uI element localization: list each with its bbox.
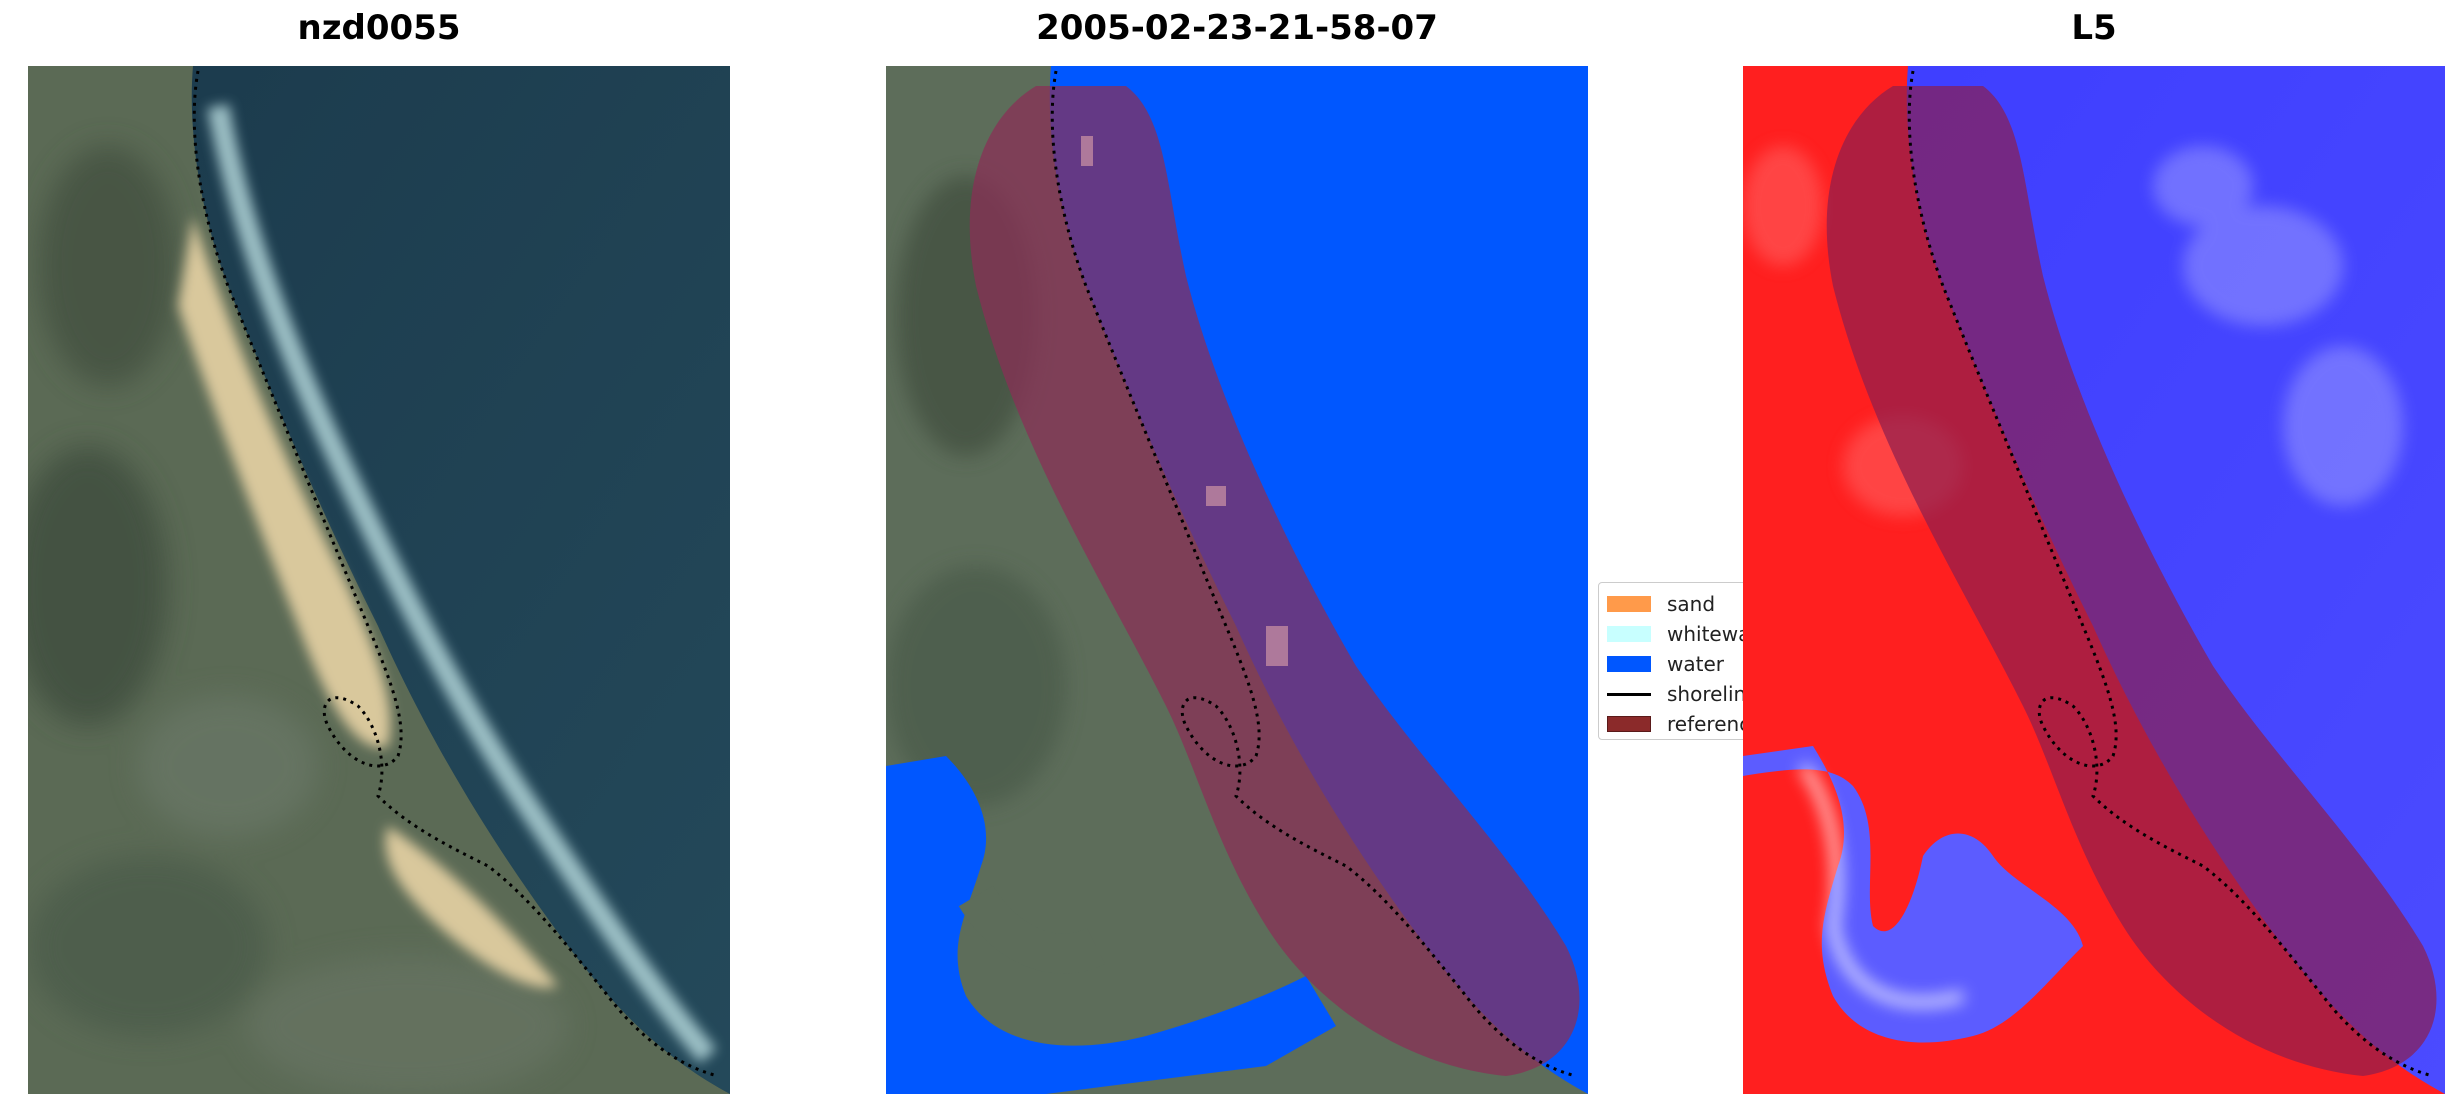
satellite-image-panel xyxy=(28,66,730,1094)
satellite-image xyxy=(28,66,730,1094)
water-swatch xyxy=(1607,656,1651,672)
probability-map xyxy=(1743,66,2445,1094)
legend-item-whitewater: whitewater xyxy=(1607,619,1757,649)
legend: sand whitewater water shoreline referenc… xyxy=(1598,582,1758,740)
reference-swatch xyxy=(1607,716,1651,732)
legend-label: shoreline xyxy=(1667,682,1758,706)
shoreline-swatch xyxy=(1607,692,1651,696)
whitewater-swatch xyxy=(1607,626,1651,642)
shoreline-path xyxy=(192,70,719,1078)
panel-title-3: L5 xyxy=(2071,8,2117,48)
shoreline-path xyxy=(1907,70,2434,1078)
legend-item-shoreline: shoreline xyxy=(1607,679,1757,709)
panel-title-1: nzd0055 xyxy=(297,8,461,48)
legend-item-sand: sand xyxy=(1607,589,1757,619)
classification-panel xyxy=(886,66,1588,1094)
legend-item-reference: reference xyxy=(1607,709,1757,739)
legend-label: sand xyxy=(1667,592,1716,616)
shoreline-path xyxy=(1050,70,1577,1078)
legend-label: water xyxy=(1667,652,1724,676)
classification-map xyxy=(886,66,1588,1094)
legend-label: whitewater xyxy=(1667,622,1757,646)
legend-item-water: water xyxy=(1607,649,1757,679)
sand-swatch xyxy=(1607,596,1651,612)
legend-label: reference xyxy=(1667,712,1758,736)
panel-title-2: 2005-02-23-21-58-07 xyxy=(1036,8,1438,48)
probability-panel xyxy=(1743,66,2445,1094)
